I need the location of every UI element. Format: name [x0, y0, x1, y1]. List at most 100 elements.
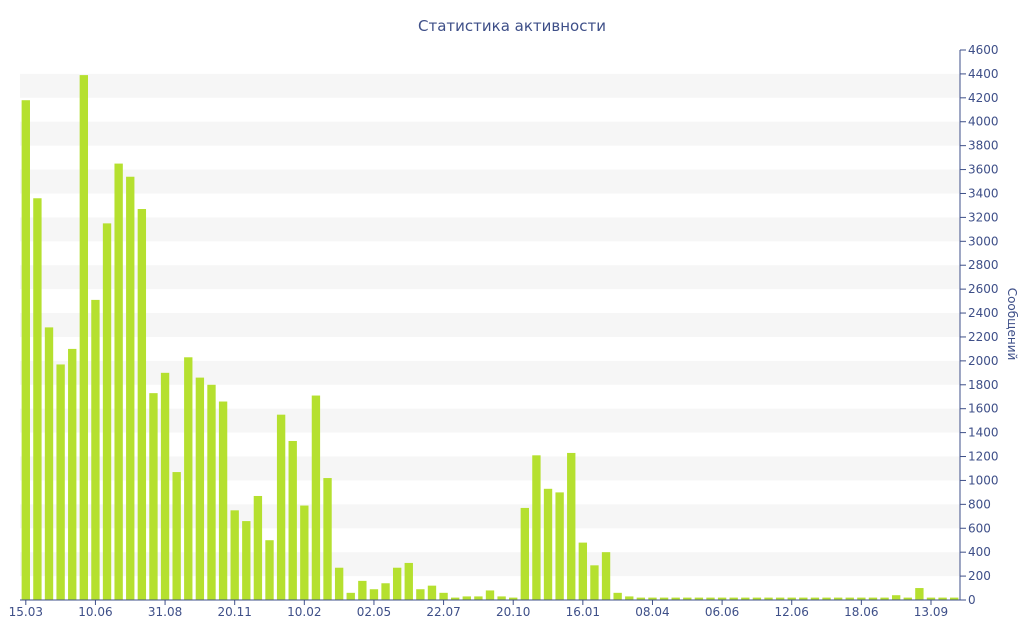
y-tick-label: 200: [968, 569, 991, 583]
bar: [184, 357, 193, 600]
bar: [659, 597, 669, 600]
bar: [822, 597, 831, 600]
bar: [68, 348, 77, 600]
y-tick-label: 3800: [968, 139, 999, 153]
bar: [334, 567, 344, 600]
bar: [56, 364, 65, 600]
grid-band: [20, 313, 960, 337]
y-tick-label: 4400: [968, 67, 999, 81]
bar: [427, 585, 437, 600]
bar: [590, 565, 599, 600]
x-tick-label: 20.10: [496, 605, 530, 619]
grid-band: [20, 217, 960, 242]
bar: [381, 583, 390, 600]
bar: [474, 596, 483, 600]
y-tick-label: 1200: [968, 450, 999, 464]
bar: [741, 597, 750, 600]
bar: [636, 597, 646, 600]
bar: [625, 596, 634, 600]
x-tick-label: 18.06: [844, 605, 878, 619]
bar: [891, 595, 901, 600]
bar: [485, 590, 495, 600]
x-tick-label: 15.03: [9, 605, 43, 619]
x-axis: 15.03 10.06 31.08 20.11 10.02 02.05 22.07 20.10…: [9, 599, 960, 619]
bar: [683, 597, 692, 600]
y-tick-label: 0: [968, 593, 976, 607]
bar: [520, 507, 529, 600]
bar: [126, 176, 135, 600]
y-tick-label: 2800: [968, 258, 999, 272]
bar: [265, 540, 274, 600]
bar: [567, 452, 576, 600]
grid-band: [20, 121, 960, 146]
x-tick-label: 13.09: [914, 605, 948, 619]
y-tick-label: 3600: [968, 163, 999, 177]
y-tick-label: 1600: [968, 402, 999, 416]
bar: [729, 597, 738, 600]
bar: [21, 100, 30, 600]
bar: [462, 596, 471, 600]
bar: [451, 597, 460, 600]
bar: [323, 478, 332, 600]
y-tick-label: 4000: [968, 115, 999, 129]
bar: [230, 510, 239, 600]
bar: [775, 597, 785, 600]
bars-group: [21, 75, 959, 601]
x-tick-label: 10.06: [78, 605, 112, 619]
bar: [648, 597, 657, 600]
y-tick-label: 1800: [968, 378, 999, 392]
bar: [300, 505, 309, 600]
bar: [613, 592, 622, 600]
bar: [497, 596, 506, 600]
bar: [509, 597, 518, 600]
y-tick-label: 3200: [968, 210, 999, 224]
bar: [369, 589, 379, 600]
bar: [601, 552, 611, 600]
bar: [810, 597, 820, 600]
bar: [137, 209, 147, 601]
y-tick-label: 2600: [968, 282, 999, 296]
bar: [439, 592, 448, 600]
bar: [91, 299, 100, 600]
bar: [926, 597, 936, 600]
bar: [218, 401, 228, 600]
bar: [799, 597, 808, 600]
grid-band: [20, 265, 960, 290]
grid-band: [20, 169, 960, 194]
bar: [764, 597, 773, 600]
y-tick-label: 3400: [968, 186, 999, 200]
bar: [102, 223, 112, 600]
bar: [752, 597, 762, 600]
bar: [288, 440, 297, 600]
y-axis: 0 200 400 600 800 1000 1200 1400 1600 1800 2000 220…: [959, 43, 999, 607]
bar: [242, 521, 251, 600]
bar: [149, 393, 158, 600]
bar: [543, 488, 553, 600]
y-tick-label: 2000: [968, 354, 999, 368]
y-tick-label: 2200: [968, 330, 999, 344]
bar: [160, 372, 170, 600]
y-tick-label: 800: [968, 497, 991, 511]
y-tick-label: 600: [968, 521, 991, 535]
bar: [694, 597, 704, 600]
bar: [276, 414, 286, 600]
y-tick-label: 400: [968, 545, 991, 559]
bar: [311, 395, 321, 600]
bar: [706, 597, 715, 600]
bar: [416, 589, 425, 600]
bar: [172, 472, 181, 600]
bar: [880, 597, 889, 600]
bar: [833, 597, 843, 600]
y-tick-label: 3000: [968, 234, 999, 248]
chart-title: Статистика активности: [418, 17, 606, 35]
x-tick-label: 08.04: [635, 605, 669, 619]
bar: [903, 597, 912, 600]
bar: [950, 597, 959, 600]
bar: [79, 75, 89, 600]
x-tick-label: 02.05: [357, 605, 391, 619]
bar: [787, 597, 796, 600]
grid-bands: [20, 73, 960, 577]
bar: [938, 597, 947, 600]
grid-band: [20, 73, 960, 98]
x-tick-label: 06.06: [705, 605, 739, 619]
